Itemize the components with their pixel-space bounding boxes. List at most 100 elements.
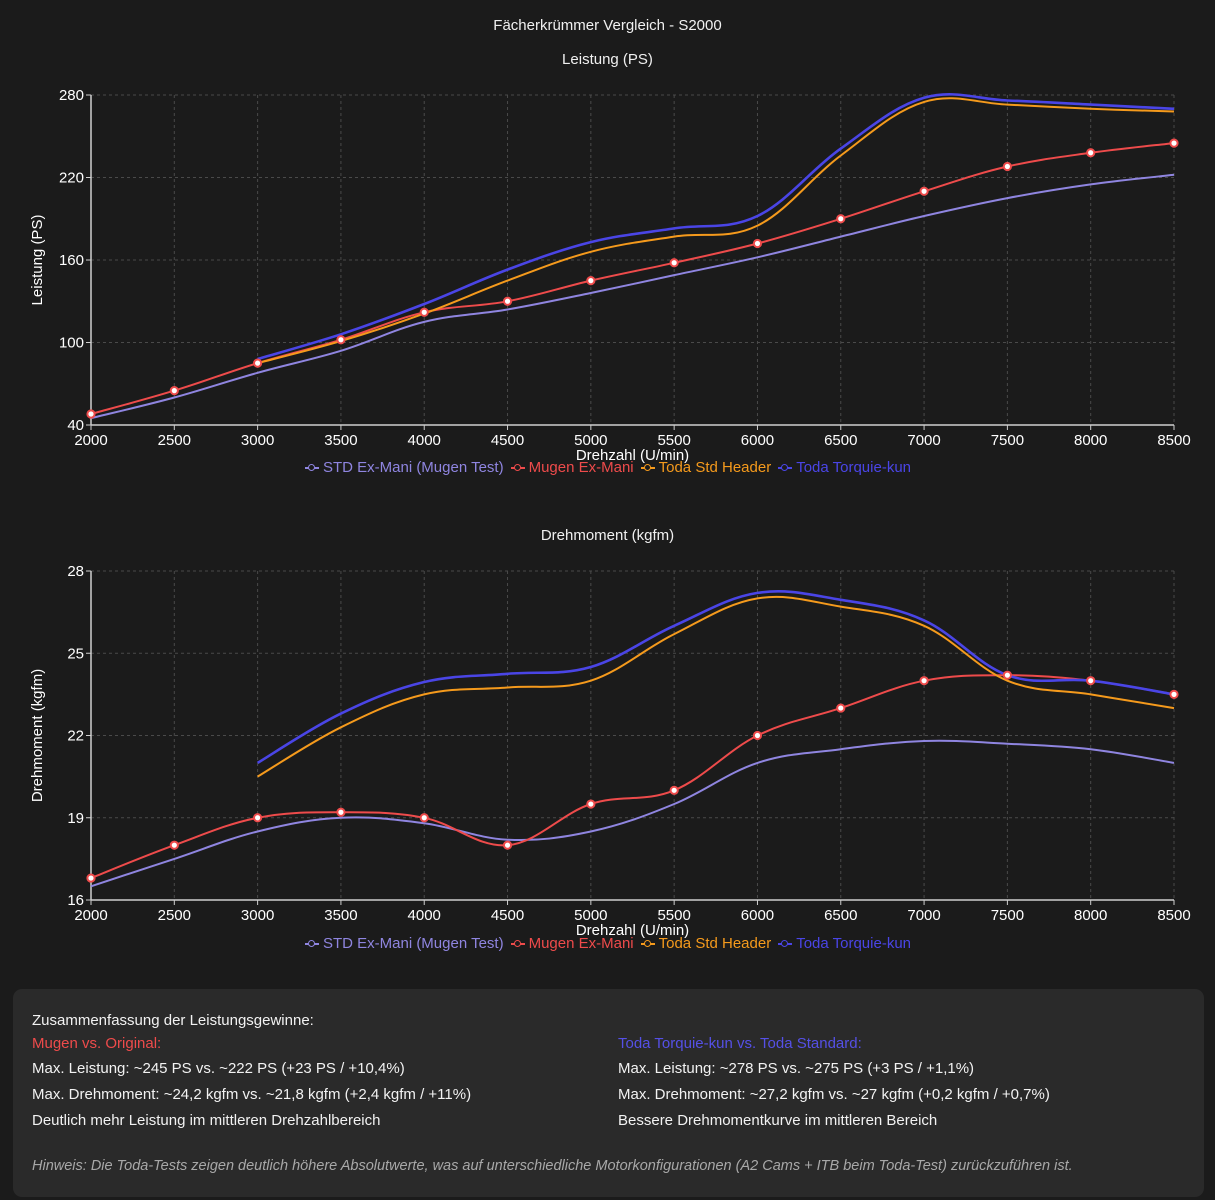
summary-mugen-title: Mugen vs. Original:	[32, 1035, 162, 1052]
x-tick-label: 3000	[241, 432, 274, 449]
legend-item-std[interactable]: STD Ex-Mani (Mugen Test)	[304, 459, 504, 476]
x-tick-label: 6500	[824, 907, 857, 924]
x-tick-label: 6000	[741, 432, 774, 449]
line-marker-icon	[510, 939, 526, 949]
y-tick-label: 100	[59, 335, 84, 352]
legend-label: Toda Torquie-kun	[796, 459, 912, 476]
summary-line: Bessere Drehmomentkurve im mittleren Ber…	[618, 1112, 938, 1129]
series-line-toda_torquie	[257, 93, 1175, 361]
x-tick-label: 4000	[408, 907, 441, 924]
data-point-mugen	[419, 813, 429, 823]
torque-chart-plot: 2000 2500 3000 3500 4000 4500 5000 5500 6000 6500…	[29, 563, 1191, 939]
x-tick-label: 3500	[324, 907, 357, 924]
y-tick-label: 22	[67, 728, 84, 745]
power-chart: Leistung (PS) 2000 2500 3000 3500 4000 4500 50…	[0, 0, 1215, 490]
x-tick-label: 4500	[491, 907, 524, 924]
x-tick-label: 5500	[657, 432, 690, 449]
data-point-mugen	[419, 307, 429, 317]
x-tick-label: 7500	[991, 907, 1024, 924]
line-marker-icon	[640, 939, 656, 949]
x-tick-label: 7500	[991, 432, 1024, 449]
summary-line: Max. Drehmoment: ~27,2 kgfm vs. ~27 kgfm…	[618, 1086, 1050, 1103]
data-point-mugen	[1086, 148, 1096, 158]
legend-item-toda_torquie[interactable]: Toda Torquie-kun	[777, 459, 911, 476]
legend-item-std[interactable]: STD Ex-Mani (Mugen Test)	[304, 935, 504, 952]
legend-label: Mugen Ex-Mani	[528, 459, 634, 476]
series-line-std	[90, 173, 1175, 420]
data-point-mugen	[836, 703, 846, 713]
y-axis-label: Drehmoment (kgfm)	[29, 669, 46, 802]
summary-panel: Zusammenfassung der Leistungsgewinne: Mu…	[13, 989, 1204, 1197]
summary-toda: Toda Torquie-kun vs. Toda Standard: Max.…	[618, 1035, 1050, 1138]
chart-title: Leistung (PS)	[562, 51, 653, 68]
data-point-mugen	[169, 386, 179, 396]
series-line-std	[90, 739, 1175, 888]
data-point-mugen	[919, 676, 929, 686]
x-tick-label: 2500	[158, 907, 191, 924]
x-tick-label: 4000	[408, 432, 441, 449]
x-tick-label: 2000	[74, 907, 107, 924]
data-point-mugen	[86, 409, 96, 419]
grid	[90, 570, 1175, 901]
x-tick-label: 2000	[74, 432, 107, 449]
series-line-toda_std	[257, 595, 1175, 778]
legend-item-toda_torquie[interactable]: Toda Torquie-kun	[777, 935, 911, 952]
line-marker-icon	[304, 463, 320, 473]
legend-label: Toda Std Header	[658, 459, 772, 476]
chart-legend: STD Ex-Mani (Mugen Test) Mugen Ex-Mani Tod…	[0, 935, 1215, 953]
summary-mugen: Mugen vs. Original: Max. Leistung: ~245 …	[32, 1035, 471, 1138]
y-tick-label: 19	[67, 810, 84, 827]
x-tick-label: 8000	[1074, 432, 1107, 449]
legend-item-toda_std[interactable]: Toda Std Header	[640, 459, 772, 476]
y-axis-label: Leistung (PS)	[29, 215, 46, 306]
legend-label: STD Ex-Mani (Mugen Test)	[322, 459, 504, 476]
y-tick-label: 160	[59, 252, 84, 269]
x-axis-label: Drehzahl (U/min)	[576, 447, 689, 464]
line-marker-icon	[777, 939, 793, 949]
series-line-toda_std	[257, 97, 1175, 365]
y-tick-label: 16	[67, 892, 84, 909]
legend-label: Toda Torquie-kun	[796, 935, 912, 952]
data-point-mugen	[1002, 670, 1012, 680]
data-point-mugen	[169, 840, 179, 850]
x-tick-label: 3500	[324, 432, 357, 449]
summary-line: Max. Leistung: ~278 PS vs. ~275 PS (+3 P…	[618, 1060, 975, 1077]
x-tick-label: 5500	[657, 907, 690, 924]
line-marker-icon	[304, 939, 320, 949]
line-marker-icon	[777, 463, 793, 473]
summary-toda-title: Toda Torquie-kun vs. Toda Standard:	[618, 1035, 862, 1052]
data-point-mugen	[336, 335, 346, 345]
data-point-mugen	[586, 799, 596, 809]
summary-line: Deutlich mehr Leistung im mittleren Dreh…	[32, 1112, 381, 1129]
data-point-mugen	[502, 840, 513, 850]
data-point-mugen	[86, 873, 96, 883]
line-marker-icon	[510, 463, 526, 473]
legend-item-mugen[interactable]: Mugen Ex-Mani	[510, 935, 634, 952]
data-point-mugen	[1169, 138, 1179, 148]
series-line-toda_torquie	[256, 590, 1175, 765]
data-point-mugen	[502, 296, 513, 306]
data-point-mugen	[1169, 689, 1179, 699]
page-title: Fächerkrümmer Vergleich - S2000	[493, 17, 722, 34]
x-tick-label: 8500	[1157, 432, 1190, 449]
x-tick-label: 3000	[241, 907, 274, 924]
y-tick-label: 280	[59, 87, 84, 104]
data-point-mugen	[1086, 676, 1096, 686]
x-tick-label: 2500	[158, 432, 191, 449]
summary-note: Hinweis: Die Toda-Tests zeigen deutlich …	[32, 1158, 1073, 1174]
summary-line: Max. Leistung: ~245 PS vs. ~222 PS (+23 …	[32, 1060, 405, 1077]
y-tick-label: 220	[59, 170, 84, 187]
x-tick-label: 6500	[824, 432, 857, 449]
x-tick-label: 8500	[1157, 907, 1190, 924]
data-point-mugen	[1002, 161, 1012, 172]
legend-item-mugen[interactable]: Mugen Ex-Mani	[510, 459, 634, 476]
data-point-mugen	[919, 186, 929, 196]
data-point-mugen	[752, 730, 763, 741]
data-point-mugen	[752, 238, 763, 249]
y-tick-label: 25	[67, 645, 84, 662]
series-line-mugen	[90, 674, 1175, 879]
torque-chart: Drehmoment (kgfm) 2000 2500 3000 3500 4000 45…	[0, 527, 1215, 953]
legend-label: STD Ex-Mani (Mugen Test)	[322, 935, 504, 952]
chart-title: Drehmoment (kgfm)	[540, 527, 675, 544]
legend-item-toda_std[interactable]: Toda Std Header	[640, 935, 771, 952]
